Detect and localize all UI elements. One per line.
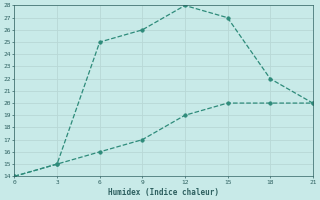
X-axis label: Humidex (Indice chaleur): Humidex (Indice chaleur) bbox=[108, 188, 219, 197]
